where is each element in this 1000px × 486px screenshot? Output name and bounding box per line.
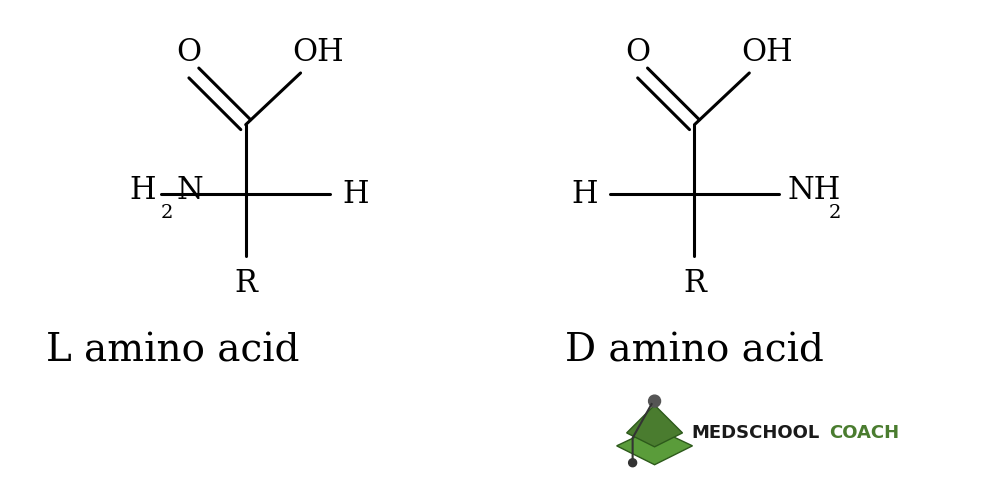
Polygon shape bbox=[627, 405, 682, 447]
Text: MEDSCHOOL: MEDSCHOOL bbox=[691, 424, 820, 442]
Text: D amino acid: D amino acid bbox=[565, 333, 824, 370]
Text: L amino acid: L amino acid bbox=[46, 333, 300, 370]
Polygon shape bbox=[617, 428, 692, 465]
Text: 2: 2 bbox=[161, 204, 173, 222]
Text: COACH: COACH bbox=[829, 424, 899, 442]
Text: OH: OH bbox=[293, 37, 344, 68]
Text: NH: NH bbox=[787, 175, 840, 206]
Text: H: H bbox=[129, 175, 156, 206]
Text: R: R bbox=[234, 268, 257, 299]
Text: R: R bbox=[683, 268, 706, 299]
Text: 2: 2 bbox=[829, 204, 841, 222]
Text: OH: OH bbox=[741, 37, 793, 68]
Circle shape bbox=[629, 459, 637, 467]
Text: N: N bbox=[177, 175, 204, 206]
Text: H: H bbox=[571, 179, 598, 210]
Text: H: H bbox=[342, 179, 369, 210]
Text: O: O bbox=[625, 37, 650, 68]
Circle shape bbox=[649, 395, 661, 407]
Text: O: O bbox=[176, 37, 201, 68]
